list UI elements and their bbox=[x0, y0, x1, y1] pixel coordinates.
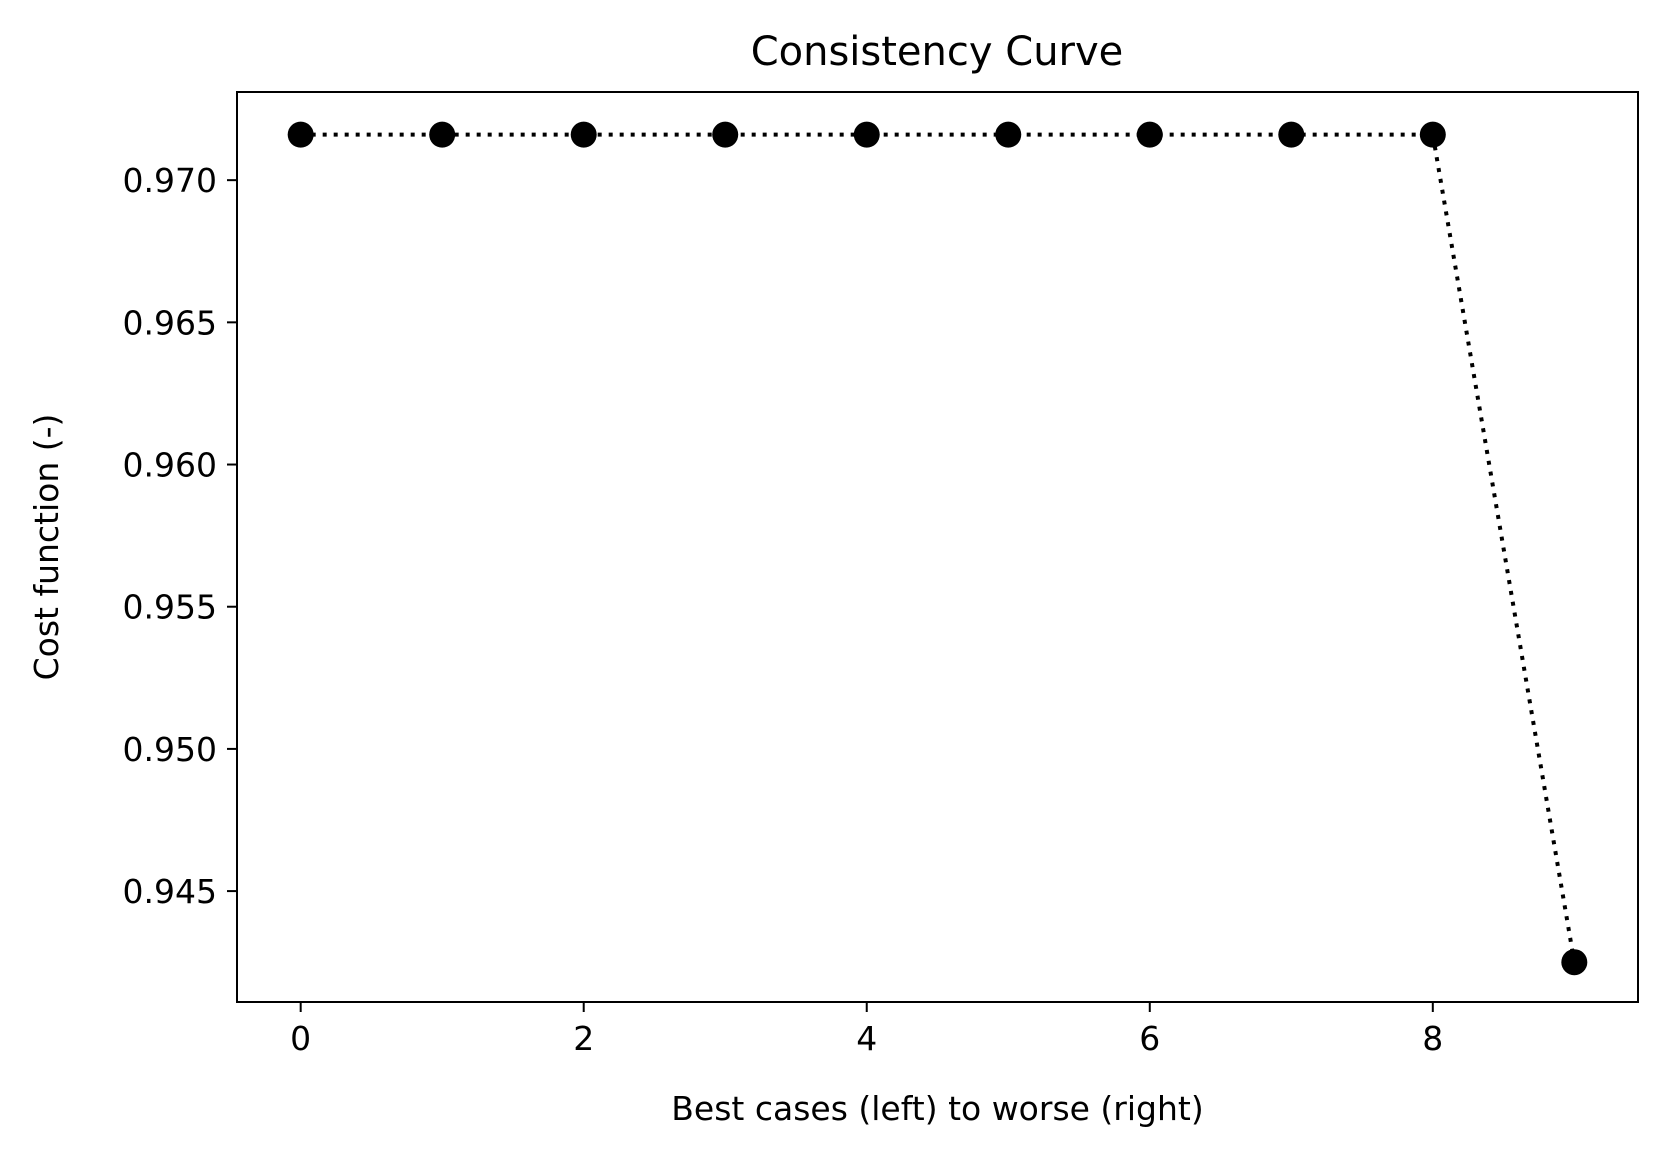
data-point bbox=[1278, 121, 1305, 148]
y-tick-label: 0.960 bbox=[123, 446, 217, 485]
x-axis-title: Best cases (left) to worse (right) bbox=[671, 1089, 1203, 1128]
y-tick-label: 0.945 bbox=[123, 872, 217, 911]
x-tick-label: 6 bbox=[1139, 1019, 1160, 1058]
y-axis-title: Cost function (-) bbox=[27, 414, 66, 681]
data-point bbox=[570, 121, 597, 148]
data-point bbox=[1419, 121, 1446, 148]
x-tick-label: 0 bbox=[290, 1019, 311, 1058]
series-line bbox=[300, 132, 1577, 963]
y-tick-label: 0.950 bbox=[123, 730, 217, 769]
data-point bbox=[853, 121, 880, 148]
data-point bbox=[995, 121, 1022, 148]
y-tick-label: 0.955 bbox=[123, 588, 217, 627]
y-tick-label: 0.965 bbox=[123, 303, 217, 342]
x-tick-label: 8 bbox=[1422, 1019, 1443, 1058]
x-axis: 0 2 4 6 8 bbox=[290, 1002, 1443, 1058]
data-point bbox=[1561, 949, 1588, 976]
data-point bbox=[287, 121, 314, 148]
y-tick-label: 0.970 bbox=[123, 161, 217, 200]
y-axis: 0.945 0.950 0.955 0.960 0.965 0.970 bbox=[123, 161, 237, 911]
data-point bbox=[712, 121, 739, 148]
x-tick-label: 2 bbox=[573, 1019, 594, 1058]
chart-title: Consistency Curve bbox=[751, 29, 1124, 75]
plot-frame bbox=[236, 91, 1639, 1003]
data-point bbox=[1136, 121, 1163, 148]
x-tick-label: 4 bbox=[856, 1019, 877, 1058]
data-point bbox=[429, 121, 456, 148]
plot-layer bbox=[287, 121, 1588, 976]
